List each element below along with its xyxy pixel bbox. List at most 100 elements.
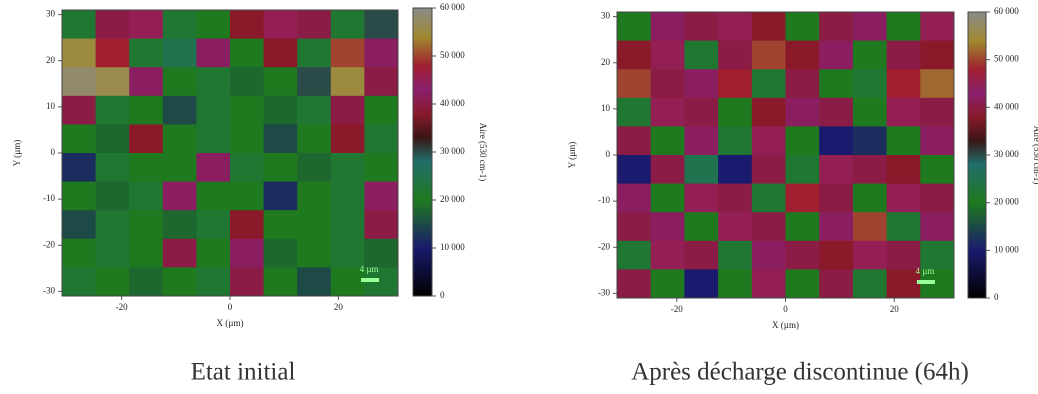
heat-cell (920, 240, 955, 270)
heat-cell (785, 126, 820, 156)
colorbar-tick-label: 50 000 (440, 50, 465, 60)
heat-cell (95, 67, 130, 97)
heat-cell (650, 240, 685, 270)
heat-cell (62, 67, 97, 97)
heat-cell (886, 12, 921, 42)
heat-cell (852, 240, 888, 270)
heat-cell (718, 12, 753, 42)
heat-cell (617, 240, 652, 270)
heat-cell (852, 126, 888, 156)
x-axis-label: X (µm) (772, 320, 799, 330)
heat-cell (617, 97, 652, 127)
heat-cell (364, 95, 399, 125)
colorbar-tick-label: 10 000 (440, 242, 465, 252)
heat-cell (230, 181, 265, 211)
heat-cell (62, 38, 97, 68)
x-tick-label: 20 (334, 302, 344, 312)
colorbar (412, 7, 433, 297)
heat-cell (62, 181, 97, 211)
y-tick-label: 10 (601, 103, 611, 113)
heat-cell (718, 212, 753, 242)
heat-cell (650, 269, 685, 299)
heat-cell (196, 210, 231, 240)
heat-cell (684, 69, 719, 99)
heat-cell (364, 210, 399, 240)
colorbar-tick-label: 60 000 (994, 6, 1019, 16)
heat-cell (95, 153, 130, 183)
heat-cell (196, 67, 231, 97)
heat-cell (162, 267, 197, 297)
heat-cell (751, 212, 786, 242)
y-tick-label: 30 (601, 11, 611, 21)
heat-cell (718, 40, 753, 70)
heat-cell (886, 183, 921, 213)
heat-cell (920, 155, 955, 185)
y-tick-label: -30 (598, 287, 610, 297)
caption: Etat initial (191, 359, 296, 386)
heat-cell (162, 238, 197, 268)
y-axis-label: Y (µm) (567, 142, 577, 169)
heat-cell (364, 67, 399, 97)
heat-cell (330, 38, 365, 68)
heat-cell (330, 210, 365, 240)
heat-cell (751, 97, 786, 127)
heat-cell (684, 212, 719, 242)
heat-cell (751, 69, 786, 99)
y-axis-label: Y (µm) (12, 140, 22, 167)
heat-cell (263, 267, 298, 297)
heat-cell (852, 155, 888, 185)
heat-cell (718, 240, 753, 270)
heat-cell (263, 67, 298, 97)
heat-cell (162, 67, 197, 97)
heat-cell (785, 69, 820, 99)
heat-cell (364, 38, 399, 68)
heat-cell (852, 269, 888, 299)
heat-cell (297, 153, 332, 183)
heat-cell (196, 153, 231, 183)
heat-cell (718, 69, 753, 99)
colorbar-tick-label: 60 000 (440, 2, 465, 12)
y-tick-label: -10 (43, 193, 55, 203)
heat-cell (162, 95, 197, 125)
heat-cell (263, 38, 298, 68)
heat-cell (819, 212, 854, 242)
heat-cell (62, 10, 97, 40)
heat-cell (617, 40, 652, 70)
heat-cell (95, 238, 130, 268)
heat-cell (330, 267, 365, 297)
heat-cell (819, 183, 854, 213)
heat-cell (364, 238, 399, 268)
heat-cell (650, 212, 685, 242)
heat-cell (263, 238, 298, 268)
y-tick-label: 30 (46, 9, 56, 19)
heat-cell (684, 240, 719, 270)
heat-cell (129, 95, 164, 125)
heat-cell (297, 124, 332, 154)
heat-cell (751, 12, 786, 42)
heat-cell (650, 183, 685, 213)
heat-cell (364, 10, 399, 40)
heat-cell (297, 181, 332, 211)
heat-cell (617, 183, 652, 213)
heat-cell (95, 95, 130, 125)
heat-cell (684, 40, 719, 70)
heat-cell (819, 97, 854, 127)
colorbar-label: Aire (530 cm-1) (478, 123, 488, 181)
heat-cell (920, 69, 955, 99)
heat-cell (364, 181, 399, 211)
heat-cell (230, 38, 265, 68)
colorbar-tick-label: 30 000 (994, 149, 1019, 159)
colorbar-tick-label: 10 000 (994, 244, 1019, 254)
heat-cell (886, 126, 921, 156)
heat-cell (330, 238, 365, 268)
heat-cell (718, 126, 753, 156)
heat-cell (297, 95, 332, 125)
heat-cell (886, 212, 921, 242)
y-tick-label: 20 (46, 55, 56, 65)
heat-cell (263, 10, 298, 40)
heat-cell (162, 38, 197, 68)
heat-cell (785, 97, 820, 127)
heat-cell (196, 95, 231, 125)
heat-cell (886, 97, 921, 127)
heat-cell (920, 212, 955, 242)
